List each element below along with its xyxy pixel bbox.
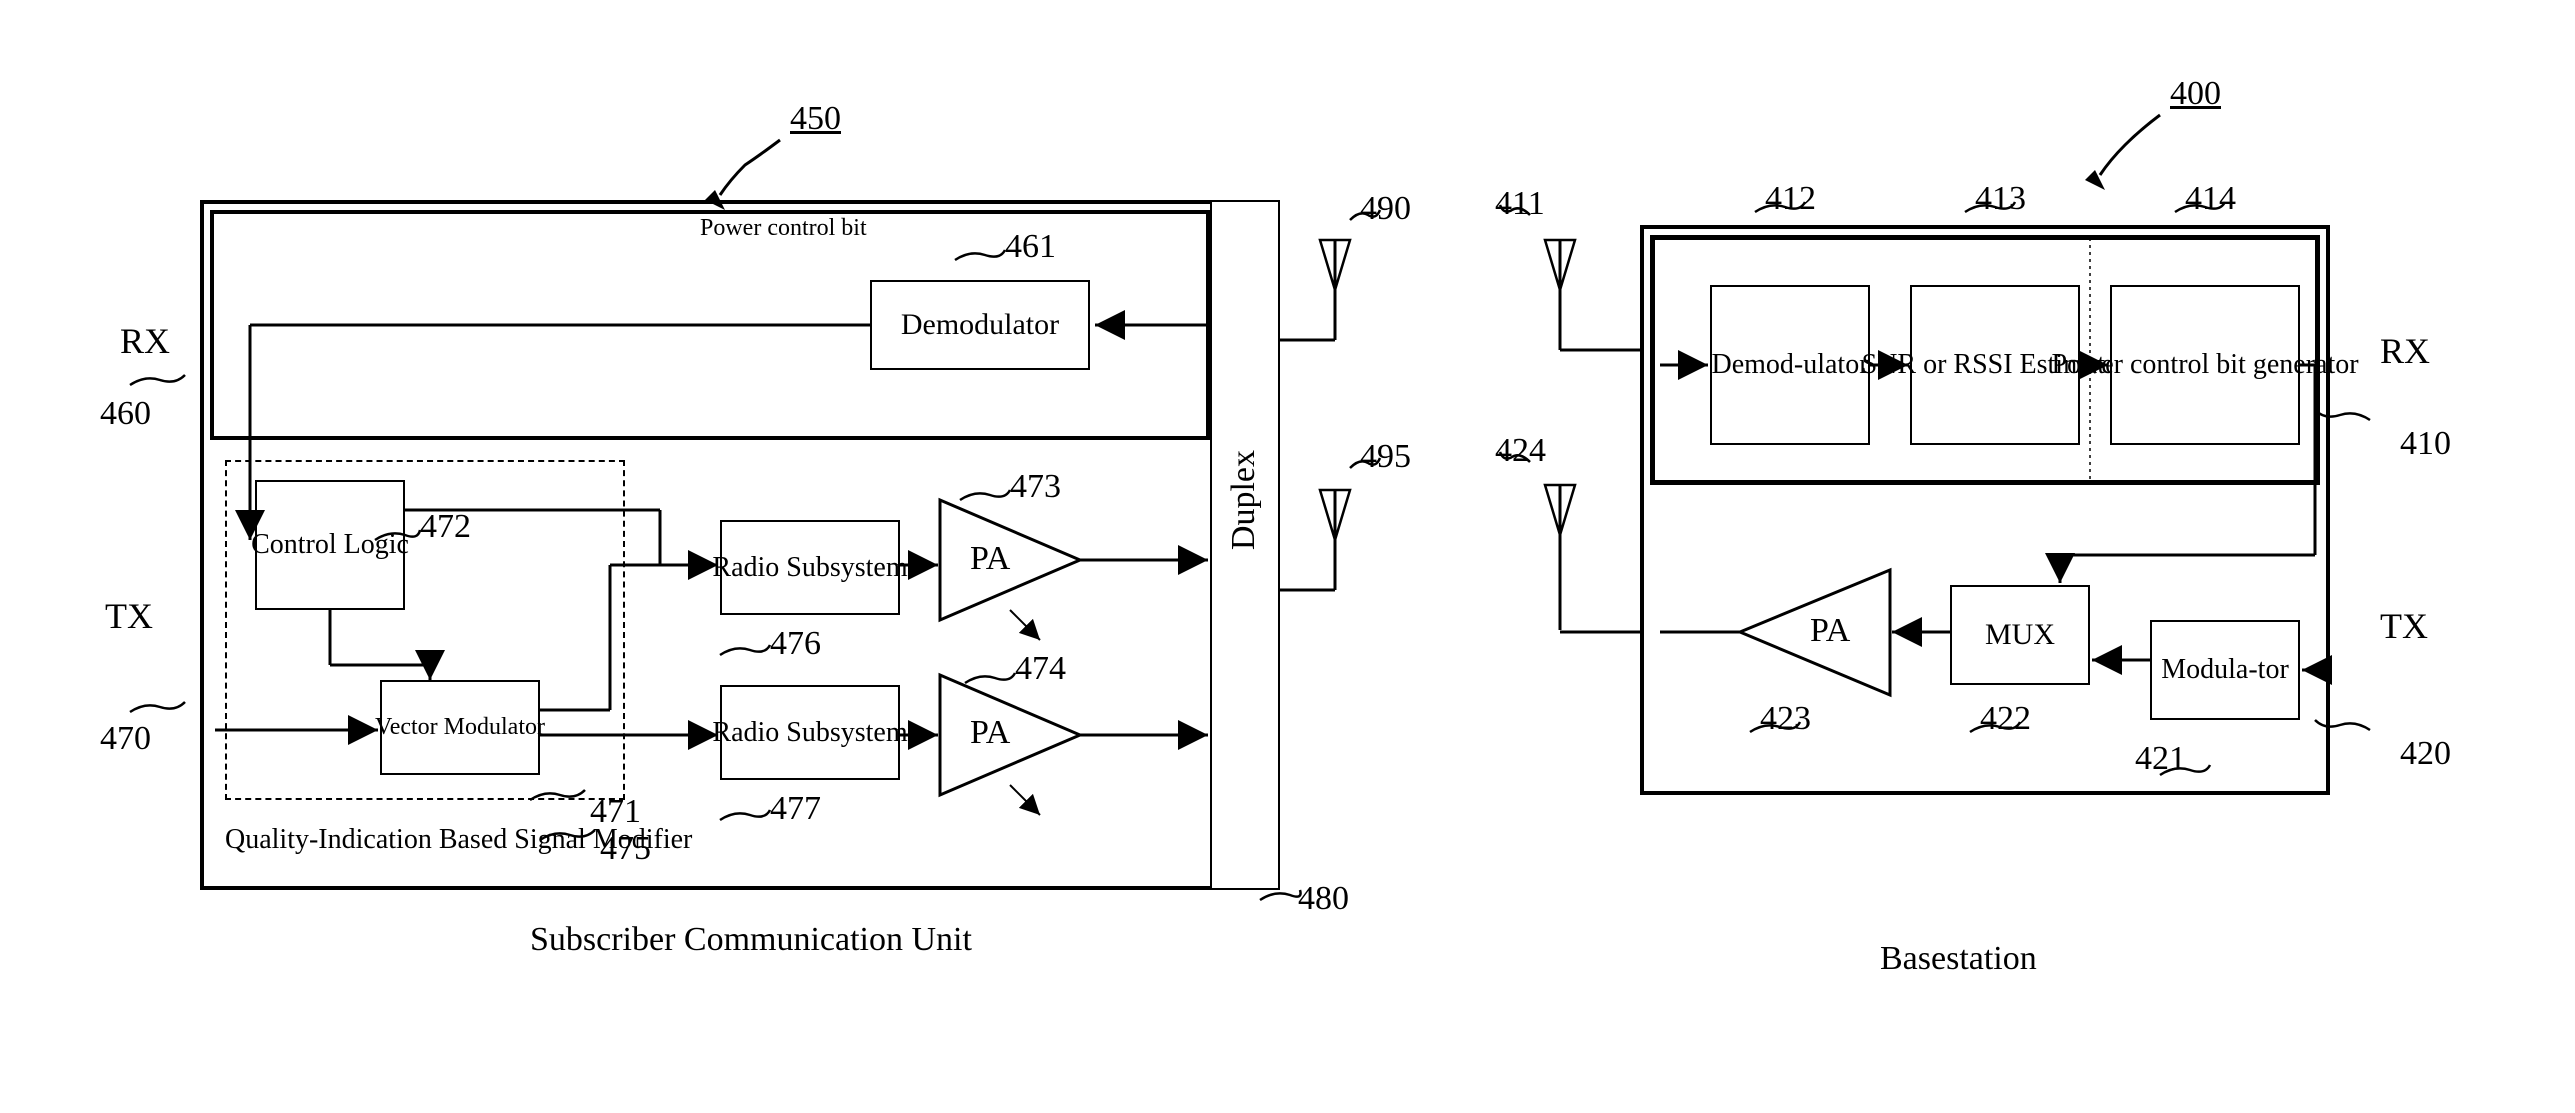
control-logic-label: Control Logic	[251, 528, 409, 562]
ref-424: 424	[1495, 432, 1546, 470]
subscriber-tx-ref: 470	[100, 720, 151, 758]
subscriber-rx-ref: 460	[100, 395, 151, 433]
ref-472: 472	[420, 508, 471, 546]
mux-label: MUX	[1985, 617, 2055, 653]
radio-subsystem-1: Radio Subsystem	[720, 520, 900, 615]
bs-demodulator: Demod-ulator	[1710, 285, 1870, 445]
ref-413: 413	[1975, 180, 2026, 218]
ref-400: 400	[2170, 75, 2221, 113]
pcbg: Power control bit generator	[2110, 285, 2300, 445]
ref-422: 422	[1980, 700, 2031, 738]
bs-demod-label: Demod-ulator	[1711, 348, 1868, 382]
subscriber-title: Subscriber Communication Unit	[530, 920, 890, 961]
radio-sub2-label: Radio Subsystem	[712, 716, 907, 750]
bs-tx-ref: 420	[2400, 735, 2451, 773]
pa1-label: PA	[970, 540, 1010, 578]
vector-modulator: Vector Modulator	[380, 680, 540, 775]
bs-rx-label: RX	[2380, 330, 2430, 372]
ref-474: 474	[1015, 650, 1066, 688]
bs-mod-label: Modula-tor	[2161, 653, 2289, 687]
basestation-title: Basestation	[1880, 940, 2037, 978]
demodulator-label: Demodulator	[901, 307, 1059, 343]
subscriber-rx-label: RX	[120, 320, 170, 362]
pa2-label: PA	[970, 714, 1010, 752]
subscriber-tx-label: TX	[105, 595, 153, 637]
subscriber-demodulator: Demodulator	[870, 280, 1090, 370]
qism-label: Quality-Indication Based Signal Modifier	[225, 824, 615, 856]
power-ctrl-bit-label: Power control bit	[700, 215, 840, 241]
radio-sub1-label: Radio Subsystem	[712, 551, 907, 585]
control-logic: Control Logic	[255, 480, 405, 610]
bs-modulator: Modula-tor	[2150, 620, 2300, 720]
ref-411: 411	[1495, 185, 1545, 223]
bs-rx-ref: 410	[2400, 425, 2451, 463]
ref-476: 476	[770, 625, 821, 663]
ref-495: 495	[1360, 438, 1411, 476]
radio-subsystem-2: Radio Subsystem	[720, 685, 900, 780]
ref-421: 421	[2135, 740, 2186, 778]
ref-412: 412	[1765, 180, 1816, 218]
ref-473: 473	[1010, 468, 1061, 506]
ref-477: 477	[770, 790, 821, 828]
ref-423: 423	[1760, 700, 1811, 738]
pcbg-label: Power control bit generator	[2051, 348, 2358, 382]
ref-450: 450	[790, 100, 841, 138]
diagram-root: Duplex Demodulator Power control bit Con…	[0, 0, 2575, 1113]
ref-480: 480	[1298, 880, 1349, 918]
bs-pa-label: PA	[1810, 612, 1850, 650]
ref-461: 461	[1005, 228, 1056, 266]
duplex-label: Duplex	[1225, 450, 1263, 550]
ref-414: 414	[2185, 180, 2236, 218]
bs-tx-label: TX	[2380, 605, 2428, 647]
vector-mod-label: Vector Modulator	[375, 713, 545, 742]
ref-490: 490	[1360, 190, 1411, 228]
mux: MUX	[1950, 585, 2090, 685]
